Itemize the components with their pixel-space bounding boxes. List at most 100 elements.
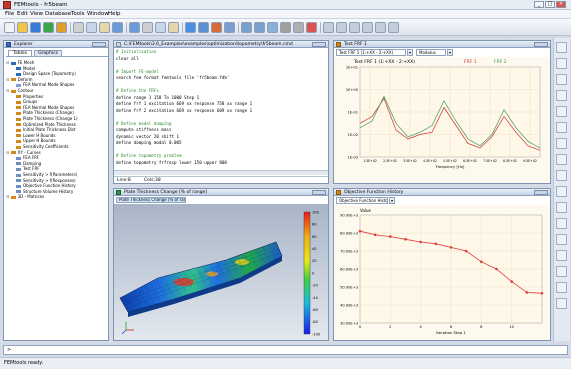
tab-tables[interactable]: Tables [8, 50, 32, 57]
tree-item[interactable]: Design Space (Topometry) [16, 71, 76, 76]
tree-item[interactable]: Plate Thickness (Change 1) [16, 116, 78, 121]
objective-select[interactable]: Objective Function History [336, 197, 388, 204]
tree-item[interactable]: Sensitivity > f(Responses) [16, 178, 76, 183]
redo-icon[interactable] [129, 22, 140, 33]
layout2-icon[interactable] [336, 22, 347, 33]
editor-hscrollbar[interactable] [114, 170, 328, 175]
copy-image-icon[interactable] [556, 282, 567, 293]
mode-select-chevron-icon[interactable]: ▾ [447, 49, 453, 56]
info-icon[interactable] [388, 22, 399, 33]
expand-icon[interactable]: ⊟ [6, 60, 11, 65]
tree-item[interactable]: ⊟ XY - Curves [6, 150, 41, 155]
table-icon[interactable] [241, 22, 252, 33]
thickness-select[interactable]: Plate Thickness Change [% of range] [116, 197, 186, 203]
maximize-button[interactable]: □ [545, 1, 555, 8]
menu-edit[interactable]: Edit [17, 11, 28, 17]
paste-icon[interactable] [99, 22, 110, 33]
tab-graphics[interactable]: Graphics [34, 50, 62, 57]
settings-icon[interactable] [293, 22, 304, 33]
tree-item[interactable]: Structure Volume History [16, 189, 73, 194]
tree-item[interactable]: FEA Normal Mode Shapes [16, 105, 74, 110]
explorer-window-buttons[interactable] [92, 42, 106, 47]
script-editor[interactable]: # Initialization clear all # Import FE-mod… [114, 49, 328, 169]
paste2-icon[interactable] [168, 22, 179, 33]
export-icon[interactable] [556, 266, 567, 277]
tree-item[interactable]: Properties [16, 94, 43, 99]
settings-icon[interactable] [556, 298, 567, 309]
iso-view-icon[interactable] [556, 170, 567, 181]
tree-item[interactable]: Optimized Plate Thickness [16, 122, 76, 127]
view-side-icon[interactable] [556, 138, 567, 149]
expand-icon[interactable]: ⊟ [6, 76, 11, 82]
debug-icon[interactable] [198, 22, 209, 33]
pan-icon[interactable] [556, 74, 567, 85]
layout3-icon[interactable] [349, 22, 360, 33]
print-icon[interactable] [556, 250, 567, 261]
objective-select-chevron-icon[interactable]: ▾ [389, 197, 395, 204]
layout4-icon[interactable] [362, 22, 373, 33]
3d-viewport[interactable]: 100 80 60 40 20 0 -20 -40 -60 -80 -100 [114, 204, 328, 340]
run-icon[interactable] [185, 22, 196, 33]
stop-icon[interactable] [306, 22, 317, 33]
objective-window-buttons[interactable] [534, 190, 548, 195]
fit-icon[interactable] [556, 106, 567, 117]
menu-window[interactable]: Window [87, 11, 109, 17]
graph-icon[interactable] [211, 22, 222, 33]
tree-item[interactable]: Objective Function History [16, 183, 76, 188]
tree-item[interactable]: Damping [16, 161, 41, 166]
mode-select[interactable]: Modulus [416, 49, 446, 56]
tree-item[interactable]: Model [16, 66, 35, 71]
command-input[interactable]: > [3, 345, 568, 355]
color-icon[interactable] [56, 22, 67, 33]
new-icon[interactable] [4, 22, 15, 33]
thickness-window-buttons[interactable] [312, 190, 326, 195]
undo-icon[interactable] [112, 22, 123, 33]
tree-item[interactable]: Sensitivity Coefficients [16, 144, 69, 149]
cut2-icon[interactable] [142, 22, 153, 33]
model-icon[interactable] [43, 22, 54, 33]
element-icon[interactable] [556, 218, 567, 229]
grid-icon[interactable] [224, 22, 235, 33]
minimize-button[interactable]: _ [534, 1, 544, 8]
zoom-icon[interactable] [556, 90, 567, 101]
cut-icon[interactable] [73, 22, 84, 33]
frf-select[interactable]: Test FRF 1 (1:+XX - 2:+XX) [336, 49, 406, 56]
tree-item[interactable]: Lower H Bounds [16, 133, 55, 138]
view-top-icon[interactable] [556, 154, 567, 165]
frf-window-buttons[interactable] [534, 42, 548, 47]
view-front-icon[interactable] [556, 122, 567, 133]
rotate-icon[interactable] [556, 58, 567, 69]
save-icon[interactable] [30, 22, 41, 33]
frf-select-chevron-icon[interactable]: ▾ [407, 49, 413, 56]
close-button[interactable]: × [556, 1, 566, 8]
legend-icon[interactable] [556, 234, 567, 245]
menu-database[interactable]: Database [45, 11, 72, 17]
menu-tools[interactable]: Tools [71, 11, 85, 17]
menu-file[interactable]: File [5, 11, 15, 17]
tree-item[interactable]: ⊟ Contour [6, 88, 34, 93]
expand-icon[interactable]: ⊟ [6, 149, 11, 155]
tree-item[interactable]: Upper H Bounds [16, 138, 56, 143]
node-icon[interactable] [556, 202, 567, 213]
image-icon[interactable] [267, 22, 278, 33]
tree-item[interactable]: FEA Normal Mode Shapes [16, 82, 74, 87]
layout1-icon[interactable] [323, 22, 334, 33]
expand-icon[interactable]: ⊟ [6, 194, 11, 200]
link-icon[interactable] [280, 22, 291, 33]
tree-item[interactable]: FEA FRF [16, 155, 39, 160]
chart-icon[interactable] [254, 22, 265, 33]
tree-item[interactable]: Sensitivity > f(Parameters) [16, 172, 77, 177]
menu-view[interactable]: View [30, 11, 44, 17]
tree-item[interactable]: ⊟ FE Mesh [6, 60, 34, 65]
select-icon[interactable] [556, 42, 567, 53]
menu-help[interactable]: Help [108, 11, 121, 17]
tree-item[interactable]: Initial Plate Thickness Dist [16, 127, 76, 132]
tree-item[interactable]: Groups [16, 99, 37, 104]
tree-item[interactable]: ⊟ 3D - Matrices [6, 194, 44, 199]
tree-item[interactable]: Test FRF [16, 166, 40, 171]
copy2-icon[interactable] [155, 22, 166, 33]
help-icon[interactable] [375, 22, 386, 33]
editor-window-buttons[interactable] [312, 42, 326, 47]
expand-icon[interactable]: ⊟ [6, 88, 11, 93]
open-icon[interactable] [17, 22, 28, 33]
